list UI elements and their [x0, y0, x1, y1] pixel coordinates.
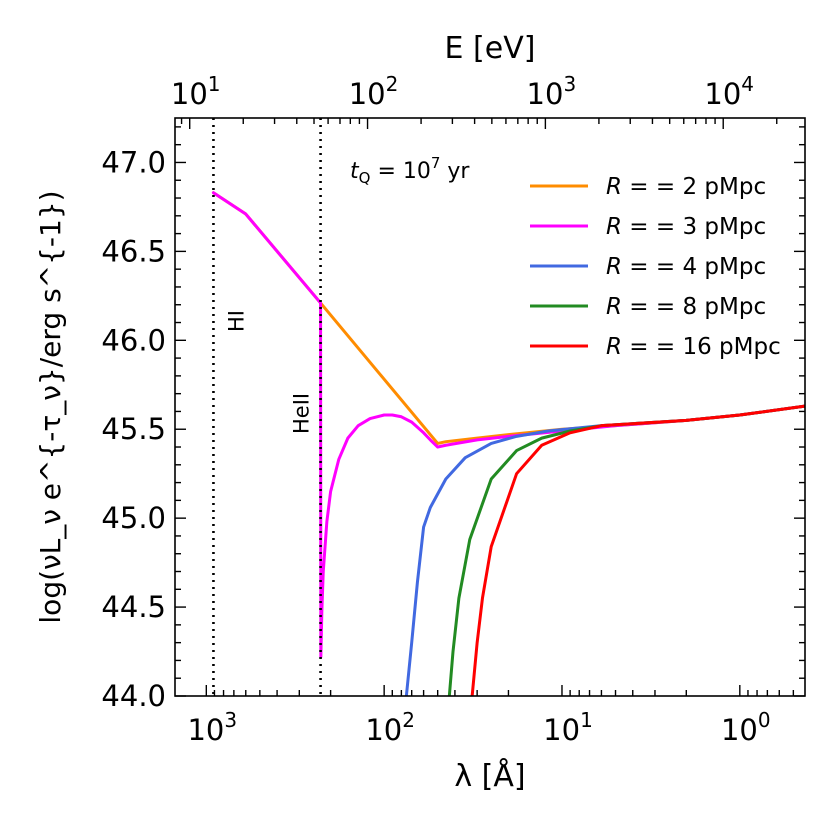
series-line-4	[470, 404, 805, 696]
y-tick-label: 46.0	[101, 323, 166, 357]
legend-label-0: R = = 2 pMpc	[606, 174, 766, 200]
e-tick-label: 101	[171, 72, 221, 111]
e-tick-label: 104	[704, 72, 754, 111]
y-tick-label: 44.5	[101, 590, 166, 624]
legend-label-4: R = = 16 pMpc	[606, 334, 781, 360]
y-tick-label: 44.0	[101, 679, 166, 713]
y-tick-label: 47.0	[101, 145, 166, 179]
series-layer	[211, 191, 805, 696]
legend: R = = 2 pMpc R = = 3 pMpc R = = 4 pMpc R = …	[530, 174, 781, 360]
legend-label-3: R = = 8 pMpc	[606, 294, 766, 320]
vline-label-heii: HeII	[290, 393, 314, 434]
top-axis-label: E [eV]	[445, 31, 536, 66]
x-tick-label: 100	[721, 708, 771, 747]
y-tick-label: 46.5	[101, 234, 166, 268]
y-axis-label: log(νL_ν e^{-τ_ν}/erg s^{-1})	[34, 190, 67, 623]
annotation-tq: tQ = 107 yr	[350, 154, 470, 187]
x-tick-label: 103	[187, 708, 237, 747]
legend-label-2: R = = 4 pMpc	[606, 254, 766, 280]
vline-label-hi: HI	[224, 310, 248, 332]
x-tick-label: 102	[365, 708, 415, 747]
y-tick-label: 45.0	[101, 501, 166, 535]
legend-label-1: R = = 3 pMpc	[606, 214, 766, 240]
series-line-3	[447, 404, 805, 696]
e-tick-label: 102	[349, 72, 399, 111]
x-axis-label: λ [Å]	[454, 758, 525, 794]
e-tick-label: 103	[527, 72, 577, 111]
plot-frame	[174, 117, 806, 697]
y-tick-label: 45.5	[101, 412, 166, 446]
x-tick-label: 101	[543, 708, 593, 747]
